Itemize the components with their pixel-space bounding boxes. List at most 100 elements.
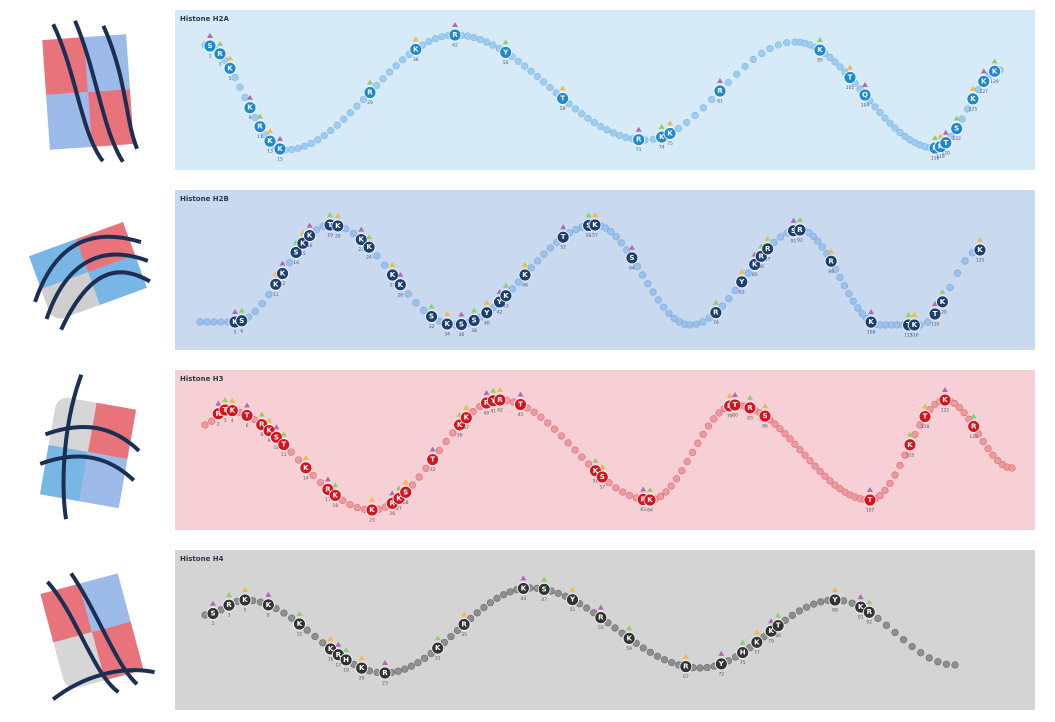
residue-number: 127 [979, 89, 988, 95]
residue [457, 618, 471, 631]
residue-letter: K [521, 584, 527, 592]
bead [314, 136, 322, 144]
bead [353, 102, 361, 110]
residue-letter: S [629, 254, 634, 262]
residue-letter: H [343, 656, 349, 664]
modification-mark [732, 392, 738, 397]
residue [663, 127, 677, 140]
residue-letter: R [758, 252, 764, 260]
residue [339, 653, 353, 667]
modification-mark [247, 94, 253, 100]
bead [447, 632, 455, 641]
residue-number: 24 [366, 255, 372, 261]
bead [203, 318, 211, 326]
modification-mark [640, 486, 647, 492]
bead [901, 132, 909, 141]
residue-letter: R [713, 309, 719, 317]
modification-mark [658, 124, 665, 130]
bead [622, 133, 630, 142]
modification-mark [471, 307, 478, 313]
residue-letter: K [977, 246, 983, 254]
modification-mark [847, 64, 853, 70]
modification-mark [739, 639, 746, 645]
residue-number: 87 [765, 256, 771, 262]
bead [420, 306, 428, 314]
residue [203, 39, 217, 53]
bead [845, 290, 853, 298]
modification-mark [332, 482, 339, 488]
modification-mark [592, 212, 598, 217]
residue [263, 134, 277, 148]
bead [353, 503, 361, 512]
modification-mark [970, 413, 977, 419]
residue-number: 122 [952, 136, 961, 142]
bead [801, 451, 809, 459]
residue-letter: S [459, 320, 464, 328]
residue-letter: K [503, 292, 509, 300]
residue-letter: S [791, 227, 796, 235]
bead [665, 309, 673, 317]
residue-letter: K [768, 627, 774, 635]
residue-number: 4 [231, 418, 234, 424]
bead [251, 307, 259, 316]
modification-mark [911, 312, 918, 317]
residue [393, 278, 407, 292]
bead [744, 269, 752, 277]
residue [440, 317, 454, 331]
residue [988, 64, 1001, 78]
bead [678, 467, 686, 475]
residue-letter: K [242, 596, 248, 604]
residue [243, 101, 257, 115]
residue [566, 593, 579, 607]
residue-letter: T [518, 401, 523, 409]
residue-letter: T [933, 310, 938, 318]
bead [483, 38, 491, 46]
bead [876, 108, 884, 117]
residue-letter: K [280, 270, 286, 278]
residue-letter: K [303, 464, 309, 472]
bead [287, 448, 295, 456]
bead [786, 435, 794, 443]
modification-mark [726, 392, 733, 398]
bead [392, 62, 400, 70]
residue-number: 81 [717, 99, 723, 105]
residue [863, 493, 877, 507]
modification-mark [667, 120, 673, 126]
bead [540, 250, 548, 258]
bead [908, 643, 916, 651]
residue-number: 11 [257, 134, 263, 140]
bead [533, 72, 541, 81]
residue-letter: R [747, 404, 753, 412]
residue-letter: R [367, 89, 373, 97]
residue [499, 45, 513, 59]
bead [771, 420, 779, 428]
residue-letter: T [245, 411, 250, 419]
modification-mark [907, 431, 913, 437]
residue-number: 43 [503, 303, 509, 309]
panel-title: Histone H3 [180, 375, 224, 383]
residue [713, 84, 727, 98]
residue [222, 598, 236, 612]
bead [373, 252, 381, 260]
modification-mark [444, 311, 451, 317]
modification-mark [559, 85, 566, 91]
residue-number: 55 [598, 625, 604, 631]
modification-mark [790, 217, 797, 223]
bead [327, 127, 335, 135]
panel-background [175, 370, 1035, 530]
bead [493, 594, 501, 602]
bead [715, 409, 723, 417]
residue-letter: K [659, 133, 665, 141]
modification-mark [277, 135, 283, 141]
modification-mark [541, 576, 548, 582]
bead [781, 616, 789, 624]
residue [363, 86, 377, 99]
bead [692, 320, 701, 328]
residue-letter: S [207, 42, 212, 50]
residue-letter: K [754, 638, 760, 646]
residue [793, 223, 807, 237]
residue-letter: K [359, 236, 365, 244]
bead [404, 290, 412, 298]
residue-number: 44 [521, 596, 527, 602]
